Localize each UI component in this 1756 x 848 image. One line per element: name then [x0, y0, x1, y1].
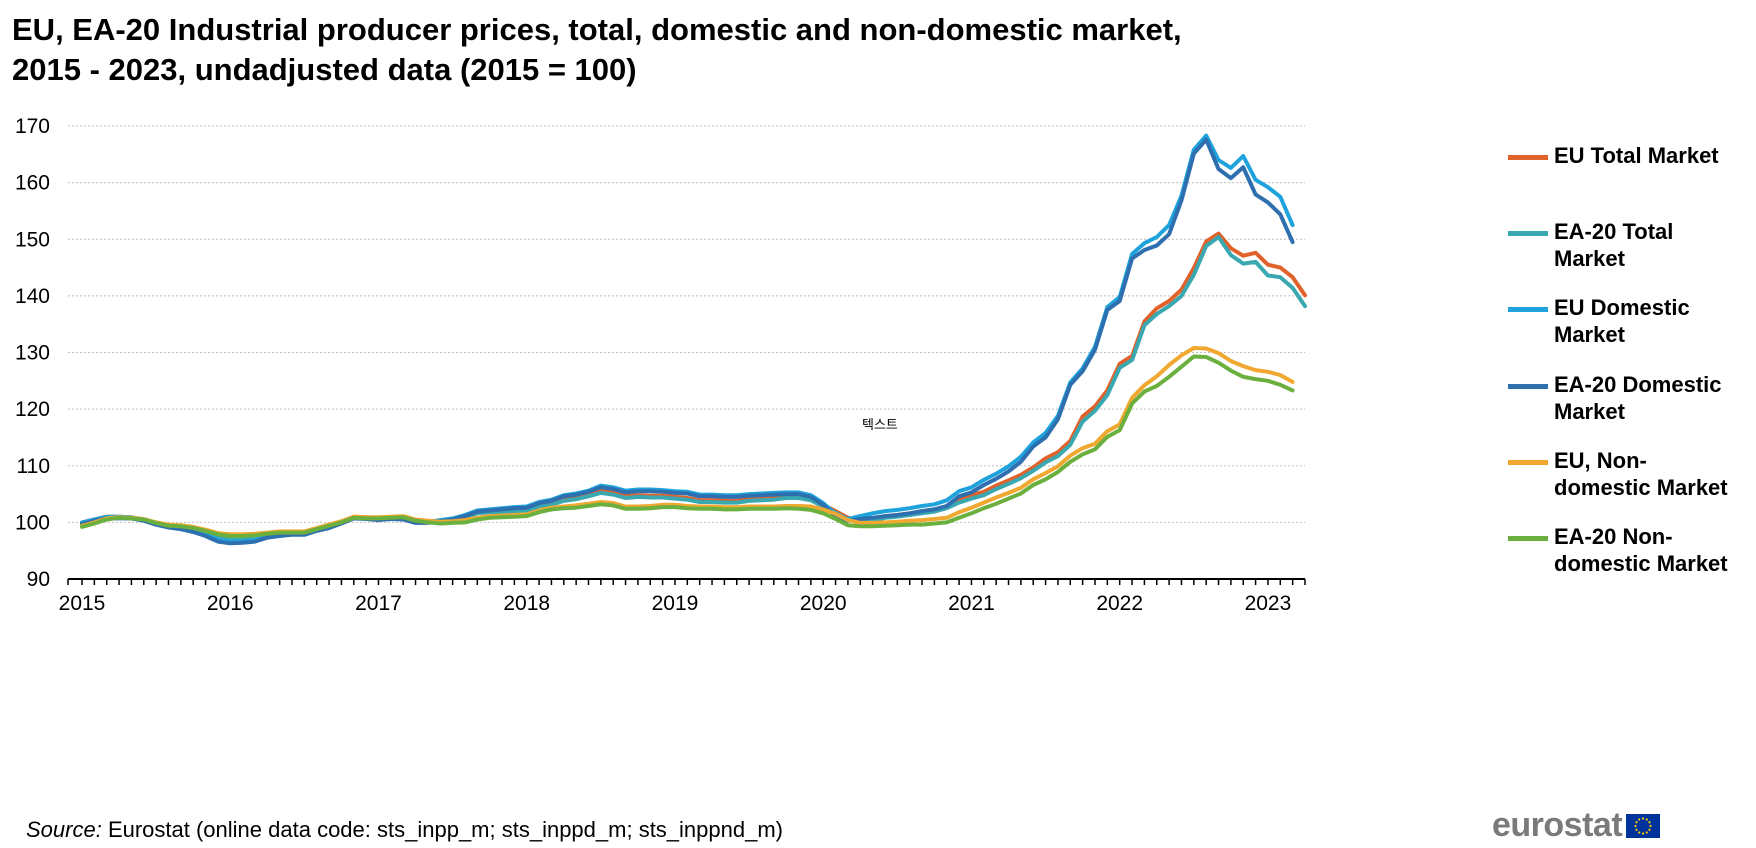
legend-swatch	[1508, 536, 1548, 541]
x-tick-label: 2018	[503, 592, 550, 615]
legend-swatch	[1508, 384, 1548, 389]
legend-item: EA-20 Non-domestic Market	[1508, 523, 1756, 577]
x-tick-label: 2023	[1245, 592, 1292, 615]
legend-swatch	[1508, 155, 1548, 160]
flag-star	[1645, 817, 1648, 821]
y-tick-label: 160	[15, 172, 50, 195]
flag-star	[1645, 830, 1648, 834]
legend-item: EU Domestic Market	[1508, 294, 1756, 348]
x-tick-label: 2022	[1096, 592, 1143, 615]
y-tick-label: 110	[17, 455, 50, 478]
y-tick-label: 120	[15, 398, 50, 421]
legend-item: EA-20 Total Market	[1508, 218, 1756, 272]
source-label: Source:	[26, 817, 102, 842]
legend-label: EU Domestic Market	[1554, 295, 1690, 347]
legend-label: EA-20 Total Market	[1554, 219, 1674, 271]
x-tick-label: 2015	[59, 592, 106, 615]
line-chart: 90 100 110 120 130 140 150 160 170 2015 2016 2017 20…	[15, 115, 1307, 615]
eurostat-logo: eurostat	[1492, 806, 1661, 845]
legend-item: EA-20 Domestic Market	[1508, 371, 1756, 425]
y-tick-label: 130	[15, 342, 50, 365]
flag-star	[1635, 828, 1638, 831]
y-tick-label: 170	[15, 115, 50, 138]
y-tick-label: 140	[15, 285, 50, 308]
legend-swatch	[1508, 460, 1548, 465]
x-tick-label: 2016	[207, 592, 254, 615]
x-tick-label: 2020	[800, 592, 847, 615]
x-tick-label: 2021	[948, 592, 995, 615]
series-line-6	[80, 354, 1295, 538]
logo-text: eurostat	[1492, 806, 1623, 844]
legend-label: EA-20 Domestic Market	[1554, 372, 1722, 424]
flag-star	[1635, 820, 1638, 823]
chart-title: EU, EA-20 Industrial producer prices, to…	[12, 10, 1412, 90]
flag-star	[1642, 816, 1645, 820]
source-note: Source: Eurostat (online data code: sts_…	[26, 817, 783, 843]
title-line-2: 2015 - 2023, undadjusted data (2015 = 10…	[12, 52, 637, 87]
legend-swatch	[1508, 307, 1548, 312]
chart-note: 텍스트	[862, 417, 898, 432]
legend-label: EA-20 Non-domestic Market	[1554, 524, 1728, 576]
legend-item: EU, Non-domestic Market	[1508, 447, 1756, 501]
series-line-3	[80, 133, 1295, 544]
flag-star	[1649, 824, 1652, 827]
legend-item: EU Total Market	[1508, 142, 1756, 169]
legend-swatch	[1508, 231, 1548, 236]
y-tick-label: 100	[15, 511, 50, 534]
x-tick-label: 2019	[652, 592, 699, 615]
y-tick-label: 90	[27, 568, 50, 591]
source-text: Eurostat (online data code: sts_inpp_m; …	[101, 817, 783, 842]
flag-star	[1638, 817, 1641, 821]
y-tick-label: 150	[15, 228, 50, 251]
flag-star	[1642, 831, 1645, 835]
flag-star	[1638, 830, 1641, 834]
x-tick-label: 2017	[355, 592, 402, 615]
flag-star	[1648, 820, 1651, 823]
series-line-4	[80, 137, 1295, 546]
legend-label: EU, Non-domestic Market	[1554, 448, 1728, 500]
flag-star	[1648, 828, 1651, 831]
flag-star	[1634, 824, 1637, 827]
eu-flag-icon	[1626, 813, 1661, 838]
legend-label: EU Total Market	[1554, 143, 1719, 168]
title-line-1: EU, EA-20 Industrial producer prices, to…	[12, 12, 1182, 47]
